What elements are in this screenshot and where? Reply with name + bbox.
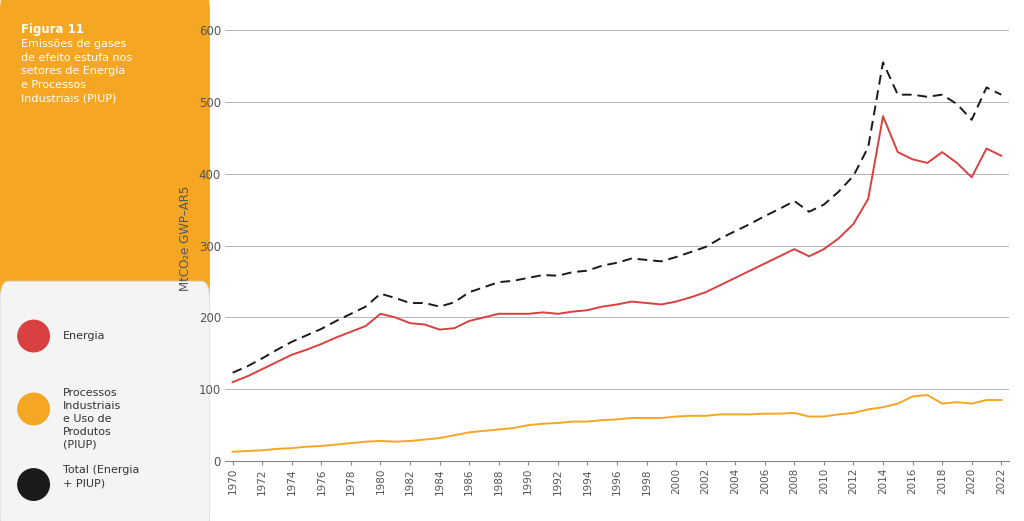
Text: Emissões de gases
de efeito estufa nos
setores de Energia
e Processos
Industriai: Emissões de gases de efeito estufa nos s… xyxy=(20,39,132,104)
Ellipse shape xyxy=(17,393,49,425)
Ellipse shape xyxy=(17,320,49,352)
FancyBboxPatch shape xyxy=(0,281,210,521)
FancyBboxPatch shape xyxy=(0,0,210,313)
Text: Total (Energia
+ PIUP): Total (Energia + PIUP) xyxy=(62,465,139,488)
Ellipse shape xyxy=(17,469,49,500)
Text: Processos
Industriais
e Uso de
Produtos
(PIUP): Processos Industriais e Uso de Produtos … xyxy=(62,388,121,449)
Text: Figura 11: Figura 11 xyxy=(20,23,84,36)
Text: Energia: Energia xyxy=(62,331,105,341)
Y-axis label: MtCO₂e GWP–AR5: MtCO₂e GWP–AR5 xyxy=(179,185,191,291)
